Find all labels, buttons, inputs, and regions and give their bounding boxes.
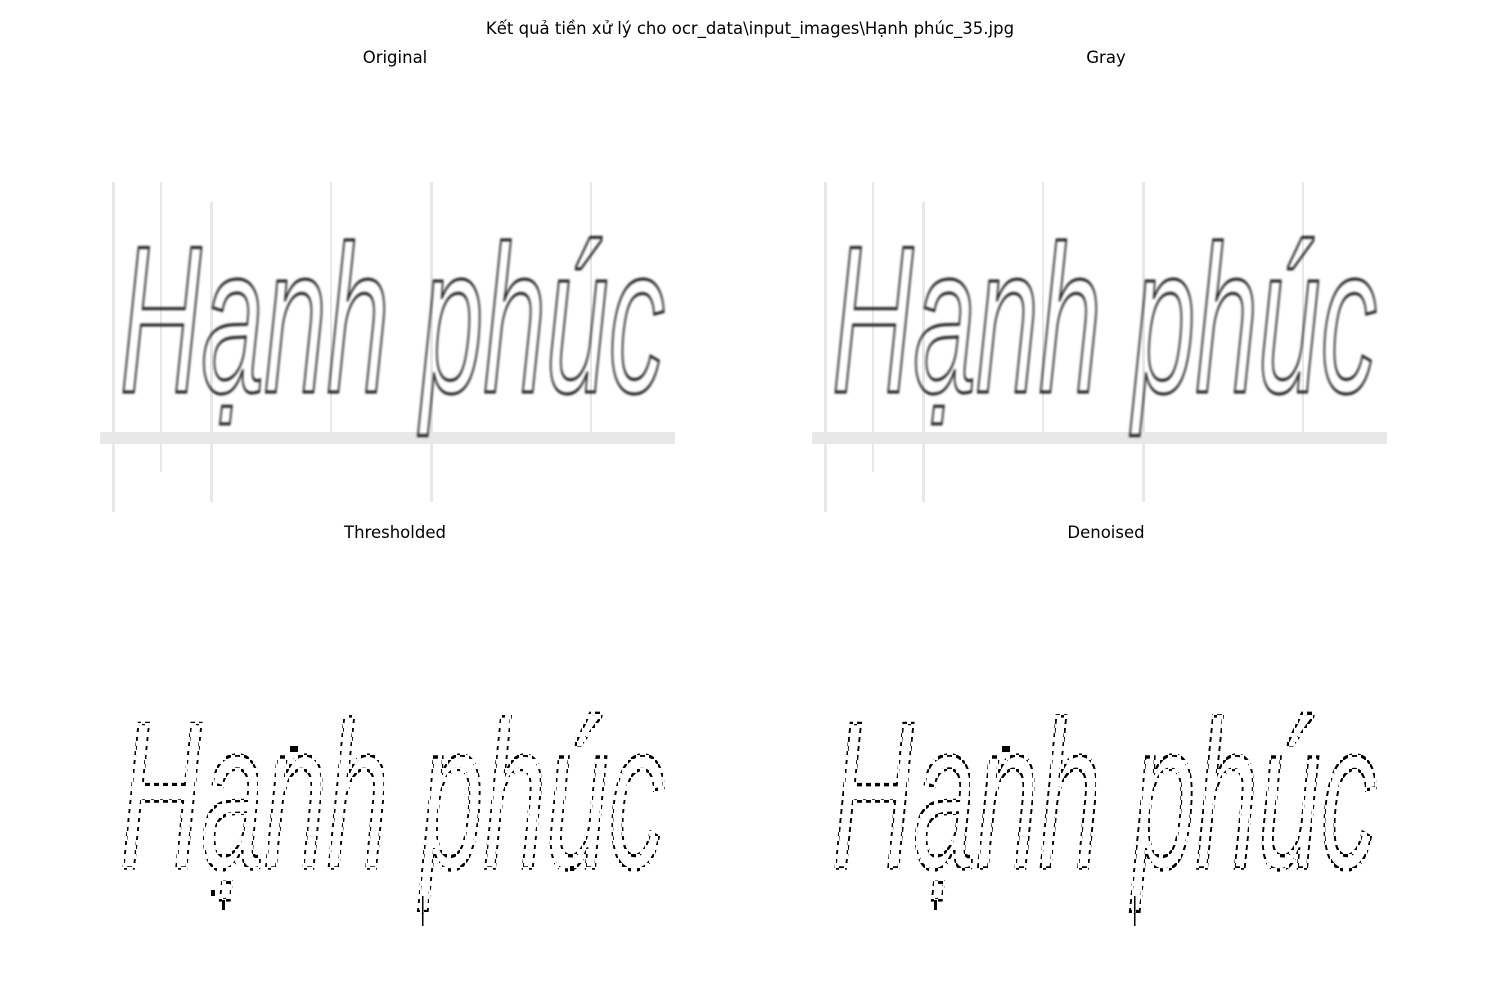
- image-panel-thresholded: Hạnh phúc: [100, 548, 675, 988]
- ghost-stroke: [824, 182, 827, 512]
- ghost-stroke: [160, 182, 162, 472]
- image-original: Hạnh phúc: [100, 182, 675, 512]
- ghost-band: [100, 432, 675, 444]
- image-panel-original: Hạnh phúc: [100, 72, 675, 512]
- ghost-stroke: [1042, 182, 1044, 442]
- ghost-stroke: [430, 182, 433, 502]
- ghost-stroke: [1302, 182, 1304, 432]
- ghost-stroke: [872, 182, 874, 472]
- image-panel-denoised: Hạnh phúc: [812, 548, 1387, 988]
- ghost-stroke: [590, 182, 592, 432]
- noise-speck: [290, 746, 298, 752]
- noise-speck: [422, 896, 424, 926]
- ghost-stroke: [1142, 182, 1145, 502]
- image-text: Hạnh phúc: [120, 678, 665, 913]
- ghost-stroke: [210, 202, 213, 502]
- image-text: Hạnh phúc: [832, 678, 1377, 913]
- image-gray: Hạnh phúc: [812, 182, 1387, 512]
- ghost-stroke: [922, 202, 925, 502]
- figure-title: Kết quả tiền xử lý cho ocr_data\input_im…: [485, 19, 1015, 38]
- image-text: Hạnh phúc: [832, 202, 1377, 437]
- ghost-band: [812, 432, 1387, 444]
- ghost-stroke: [330, 182, 332, 442]
- noise-speck: [934, 900, 937, 910]
- ghost-stroke: [112, 182, 115, 512]
- noise-speck: [1002, 746, 1010, 752]
- noise-speck: [1134, 896, 1136, 926]
- image-denoised: Hạnh phúc: [830, 676, 1379, 926]
- noise-speck: [570, 866, 574, 871]
- panel-title-denoised: Denoised: [1067, 523, 1145, 542]
- image-panel-gray: Hạnh phúc: [812, 72, 1387, 512]
- noise-speck: [211, 890, 215, 896]
- noise-speck: [222, 900, 225, 910]
- panel-title-gray: Gray: [1086, 48, 1126, 67]
- panel-title-thresholded: Thresholded: [344, 523, 446, 542]
- image-thresholded: Hạnh phúc: [118, 676, 667, 926]
- panel-title-original: Original: [362, 48, 428, 67]
- image-text: Hạnh phúc: [120, 202, 665, 437]
